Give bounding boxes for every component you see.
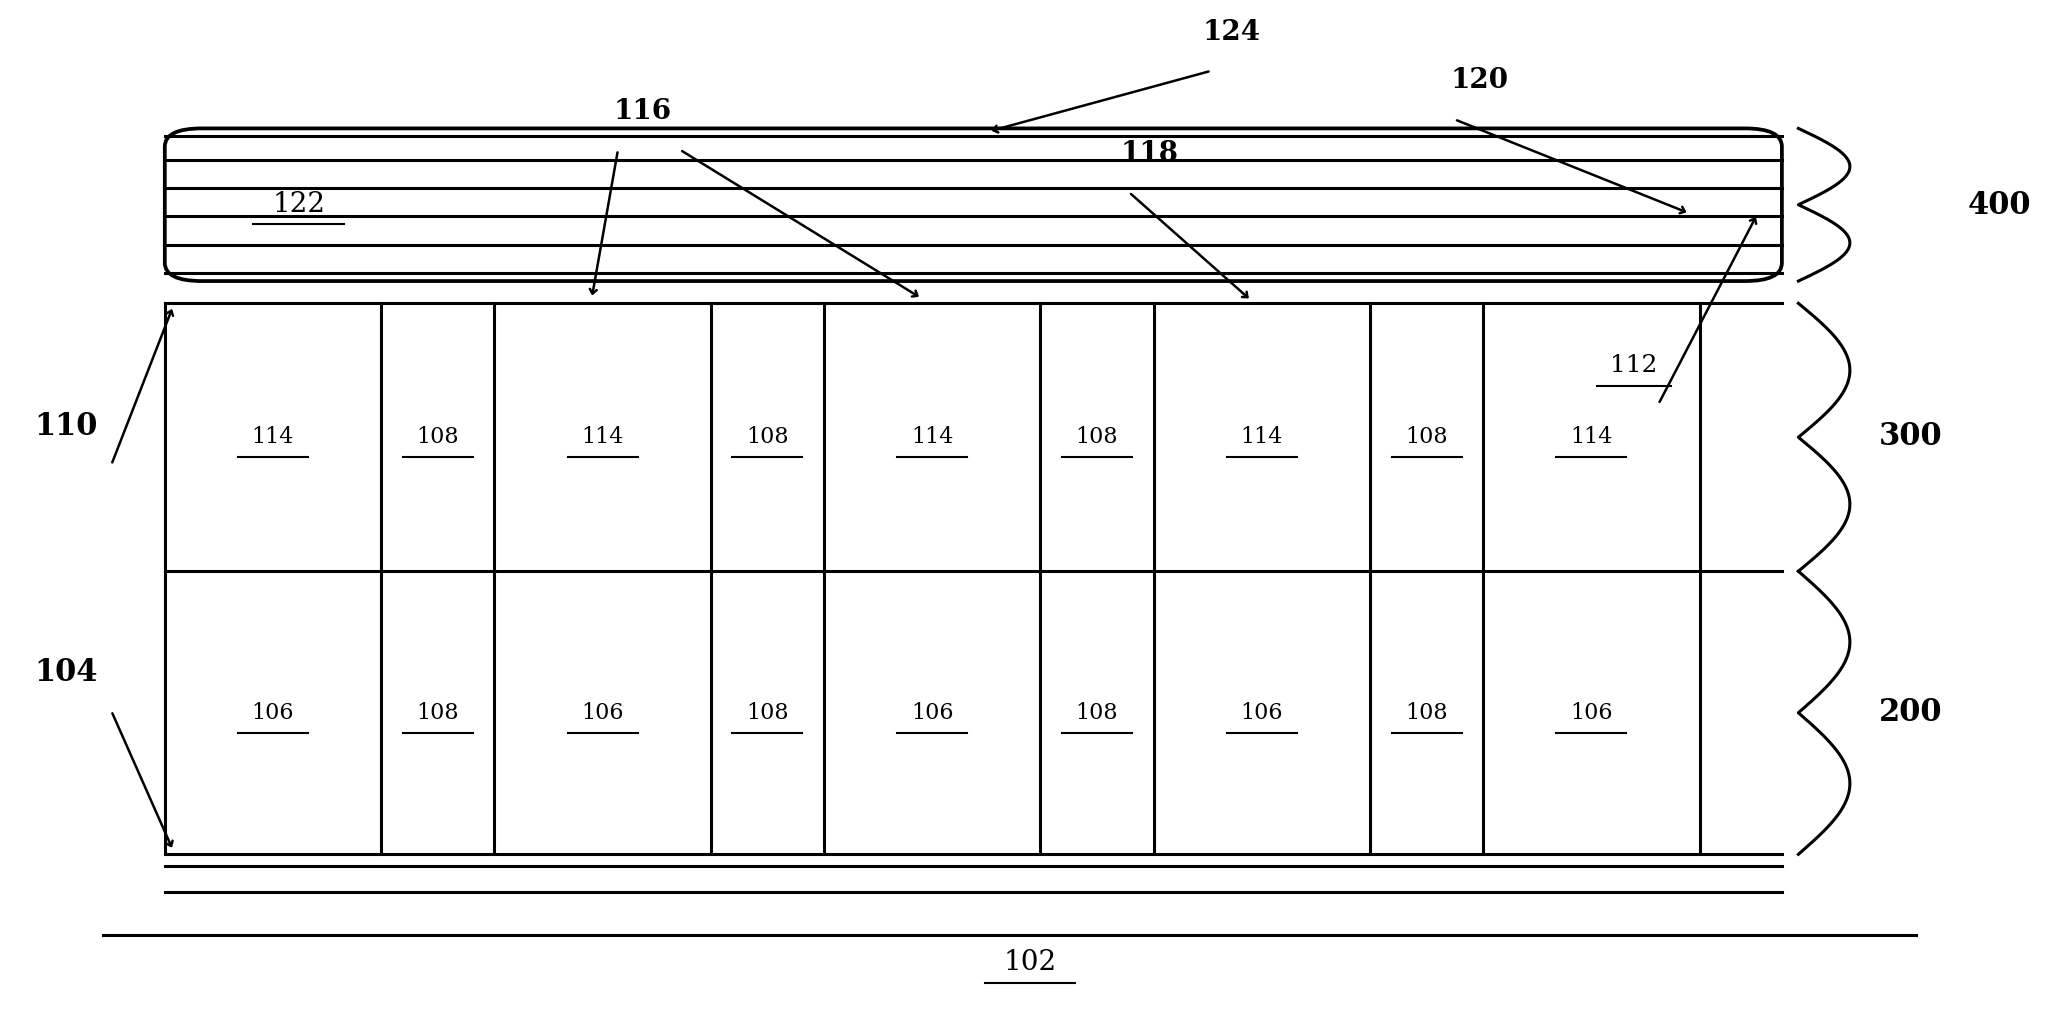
Text: 120: 120 (1450, 68, 1508, 94)
Text: 108: 108 (416, 702, 459, 724)
Text: 118: 118 (1121, 141, 1178, 167)
Text: 114: 114 (251, 427, 295, 448)
Text: 116: 116 (614, 98, 672, 124)
Text: 108: 108 (1075, 702, 1119, 724)
Text: 102: 102 (1003, 949, 1057, 976)
Text: 108: 108 (1405, 702, 1448, 724)
Text: 106: 106 (911, 702, 954, 724)
Text: 122: 122 (272, 191, 325, 217)
Text: 106: 106 (1240, 702, 1283, 724)
Text: 106: 106 (251, 702, 295, 724)
Text: 114: 114 (1240, 427, 1283, 448)
Text: 108: 108 (1075, 427, 1119, 448)
Text: 108: 108 (1405, 427, 1448, 448)
Text: 114: 114 (581, 427, 624, 448)
Text: 106: 106 (581, 702, 624, 724)
Text: 114: 114 (911, 427, 954, 448)
Text: 300: 300 (1879, 422, 1943, 452)
Text: 112: 112 (1611, 355, 1656, 377)
Text: 400: 400 (1967, 190, 2031, 220)
Text: 114: 114 (1570, 427, 1613, 448)
Text: 104: 104 (35, 657, 97, 687)
Text: 124: 124 (1203, 19, 1261, 45)
Text: 110: 110 (35, 411, 97, 442)
Text: 108: 108 (746, 427, 789, 448)
Text: 106: 106 (1570, 702, 1613, 724)
Text: 108: 108 (416, 427, 459, 448)
Text: 108: 108 (746, 702, 789, 724)
Text: 200: 200 (1879, 698, 1943, 728)
